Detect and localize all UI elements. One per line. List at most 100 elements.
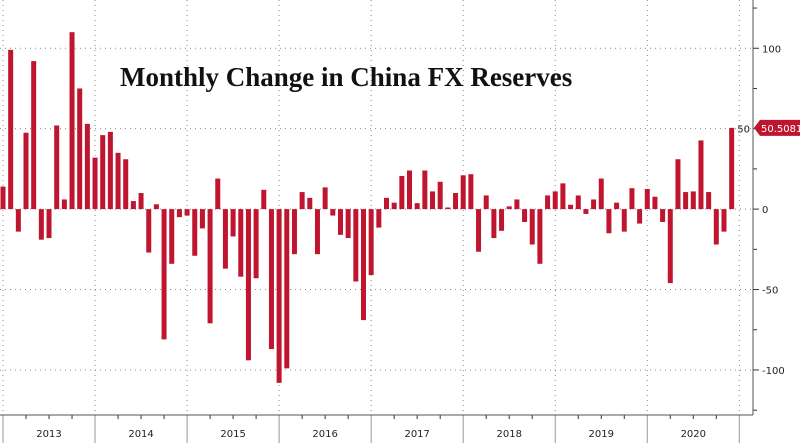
bar [199, 209, 205, 229]
bar [69, 32, 75, 210]
bar [184, 209, 190, 216]
value-tag-shape [754, 119, 800, 136]
bar [552, 191, 558, 210]
bar [621, 209, 627, 232]
bar [522, 209, 528, 222]
bar [284, 209, 290, 369]
bar [238, 209, 244, 277]
bar [391, 202, 397, 210]
y-tick-label: 0 [762, 205, 768, 216]
x-tick-label: 2019 [589, 429, 614, 440]
bar [368, 209, 374, 276]
bar [706, 192, 712, 210]
x-tick-label: 2014 [128, 429, 153, 440]
bar [575, 195, 581, 210]
bar [660, 209, 666, 222]
bar [192, 209, 198, 256]
bar [337, 209, 343, 235]
bar [38, 209, 44, 240]
bar [261, 189, 267, 210]
bar [8, 49, 14, 210]
bar [15, 209, 21, 232]
bar [215, 178, 221, 210]
y-tick-label: -100 [762, 366, 785, 377]
bar [407, 170, 413, 210]
bar [598, 178, 604, 210]
bar [529, 209, 535, 245]
bar [107, 131, 113, 210]
bar [499, 209, 505, 231]
bar [138, 193, 144, 210]
bar [652, 196, 658, 210]
bar [353, 209, 359, 282]
bar [77, 88, 83, 210]
y-tick-label: 100 [762, 44, 781, 55]
bar [276, 209, 282, 383]
bar [445, 207, 451, 210]
bar [690, 191, 696, 210]
bar [430, 191, 436, 210]
bar [729, 127, 735, 210]
bar [169, 209, 175, 264]
bar [314, 209, 320, 255]
bar [476, 209, 482, 252]
bar [130, 201, 136, 210]
bar [514, 199, 520, 210]
bar [322, 187, 328, 210]
bar [414, 203, 420, 210]
bar [230, 209, 236, 237]
bar [161, 209, 167, 340]
x-tick-label: 2020 [681, 429, 706, 440]
bar [667, 209, 673, 284]
x-tick-label: 2013 [36, 429, 61, 440]
bar [92, 157, 98, 210]
bar [583, 209, 589, 214]
bar [123, 159, 129, 210]
bar [460, 175, 466, 210]
bar [437, 181, 443, 210]
bar [399, 175, 405, 210]
bar [207, 209, 213, 324]
bar [176, 209, 182, 218]
bar [506, 206, 512, 210]
bar [54, 125, 60, 210]
bar [222, 209, 228, 269]
bar [545, 195, 551, 210]
bar [268, 209, 274, 350]
bar [644, 189, 650, 210]
bar [384, 197, 389, 210]
bar [698, 140, 704, 210]
last-value-label: 50.5081 [761, 124, 800, 135]
bar [46, 209, 52, 239]
bar [345, 209, 351, 239]
x-tick-label: 2016 [312, 429, 337, 440]
bar [299, 192, 305, 210]
bar [360, 209, 366, 321]
bar [376, 209, 382, 228]
bar [637, 209, 643, 224]
bar [31, 61, 37, 210]
bar [61, 199, 67, 210]
bar [491, 209, 497, 239]
bar [468, 174, 474, 210]
bar [591, 199, 597, 210]
y-tick-label: 50 [737, 125, 750, 136]
x-tick-label: 2015 [220, 429, 245, 440]
x-tick-label: 2018 [496, 429, 521, 440]
bar [537, 209, 543, 264]
bar [560, 183, 566, 210]
bar [0, 186, 6, 210]
bars [0, 32, 735, 383]
last-value-tag: 50.5081 [754, 119, 800, 136]
bar [453, 193, 459, 210]
bar [675, 159, 681, 210]
bar [629, 188, 635, 210]
bar [245, 209, 251, 361]
bar [23, 132, 29, 210]
bar [330, 209, 336, 216]
y-tick-label: -50 [762, 286, 778, 297]
bar [721, 209, 727, 232]
bar [568, 204, 574, 210]
